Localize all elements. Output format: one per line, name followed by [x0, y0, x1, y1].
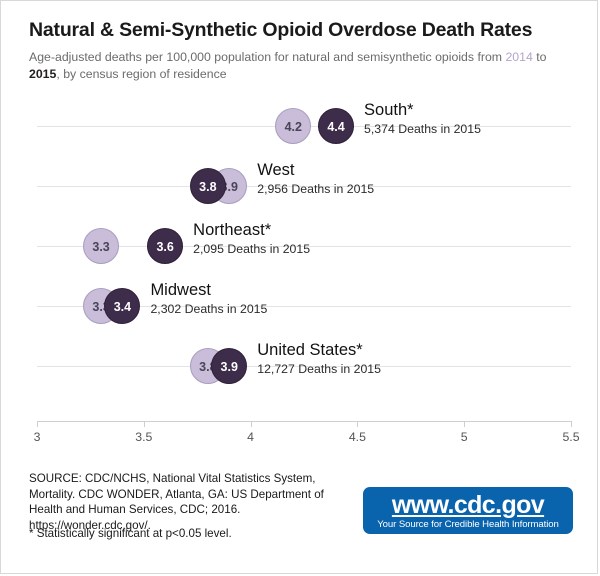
significance-note: * Statistically significant at p<0.05 le… [29, 527, 232, 540]
chart-row: 3.9 3.8 West 2,956 Deaths in 2015 [1, 157, 597, 217]
x-axis-tick [571, 421, 572, 427]
region-death-count: 12,727 Deaths in 2015 [257, 362, 381, 376]
subtitle-text-1: Age-adjusted deaths per 100,000 populati… [29, 50, 506, 64]
region-death-count: 5,374 Deaths in 2015 [364, 122, 481, 136]
source-note: SOURCE: CDC/NCHS, National Vital Statist… [29, 472, 324, 532]
x-axis-tick [37, 421, 38, 427]
data-point-2014[interactable]: 3.3 [83, 228, 120, 264]
data-point-2015[interactable]: 3.4 [104, 288, 141, 324]
row-label-group: United States* 12,727 Deaths in 2015 [257, 340, 381, 378]
cdc-logo-tagline: Your Source for Credible Health Informat… [377, 519, 559, 530]
x-axis: 3 3.5 4 4.5 5 5.5 [33, 421, 580, 455]
region-name: Midwest [150, 281, 211, 299]
region-name: United States* [257, 341, 363, 359]
row-label-group: South* 5,374 Deaths in 2015 [364, 100, 481, 138]
region-death-count: 2,956 Deaths in 2015 [257, 182, 375, 196]
data-point-2015[interactable]: 3.8 [189, 168, 226, 204]
region-death-count: 2,095 Deaths in 2015 [193, 242, 311, 256]
region-name: Northeast* [193, 221, 272, 239]
row-connector-line [37, 366, 571, 367]
row-label-group: Northeast* 2,095 Deaths in 2015 [193, 220, 310, 258]
subtitle-year-2014: 2014 [505, 50, 533, 64]
x-axis-tick-label: 3.5 [135, 430, 153, 444]
data-point-2015[interactable]: 4.4 [318, 108, 355, 144]
chart-subtitle: Age-adjusted deaths per 100,000 populati… [29, 49, 577, 82]
row-label-group: Midwest 2,302 Deaths in 2015 [150, 280, 267, 318]
chart-row: 3.8 3.9 United States* 12,727 Deaths in 201… [1, 337, 597, 397]
region-name: South* [364, 101, 414, 119]
subtitle-text-2: to [532, 50, 547, 64]
x-axis-tick-label: 4.5 [348, 430, 366, 444]
chart-row: 3.3 3.6 Northeast* 2,095 Deaths in 2015 [1, 217, 597, 277]
subtitle-text-3: , by census region of residence [56, 66, 227, 81]
row-connector-line [37, 246, 571, 247]
x-axis-tick [250, 421, 252, 427]
chart-row: 4.2 4.4 South* 5,374 Deaths in 2015 [1, 97, 597, 157]
subtitle-year-2015: 2015 [29, 66, 57, 81]
data-point-2014[interactable]: 4.2 [275, 108, 312, 144]
x-axis-tick-label: 3 [33, 430, 41, 444]
row-connector-line [37, 306, 571, 307]
row-label-group: West 2,956 Deaths in 2015 [257, 160, 374, 198]
cdc-logo[interactable]: www.cdc.gov Your Source for Credible Hea… [363, 487, 573, 534]
x-axis-tick-label: 5.5 [562, 430, 580, 444]
region-death-count: 2,302 Deaths in 2015 [150, 302, 268, 316]
chart-row: 3.3 3.4 Midwest 2,302 Deaths in 2015 [1, 277, 597, 337]
row-connector-line [37, 186, 571, 187]
x-axis-tick [143, 421, 145, 427]
data-point-2015[interactable]: 3.6 [147, 228, 184, 264]
chart-title: Natural & Semi-Synthetic Opioid Overdose… [29, 19, 533, 41]
x-axis-tick-label: 4 [247, 430, 255, 444]
x-axis-tick-label: 5 [460, 430, 468, 444]
x-axis-tick [357, 421, 359, 427]
region-name: West [257, 161, 295, 179]
x-axis-tick [464, 421, 466, 427]
x-axis-line [37, 421, 571, 422]
dumbbell-plot: 4.2 4.4 South* 5,374 Deaths in 2015 3.9 3.8 We… [1, 97, 597, 417]
cdc-logo-url: www.cdc.gov [391, 491, 545, 519]
data-point-2015[interactable]: 3.9 [211, 348, 248, 384]
